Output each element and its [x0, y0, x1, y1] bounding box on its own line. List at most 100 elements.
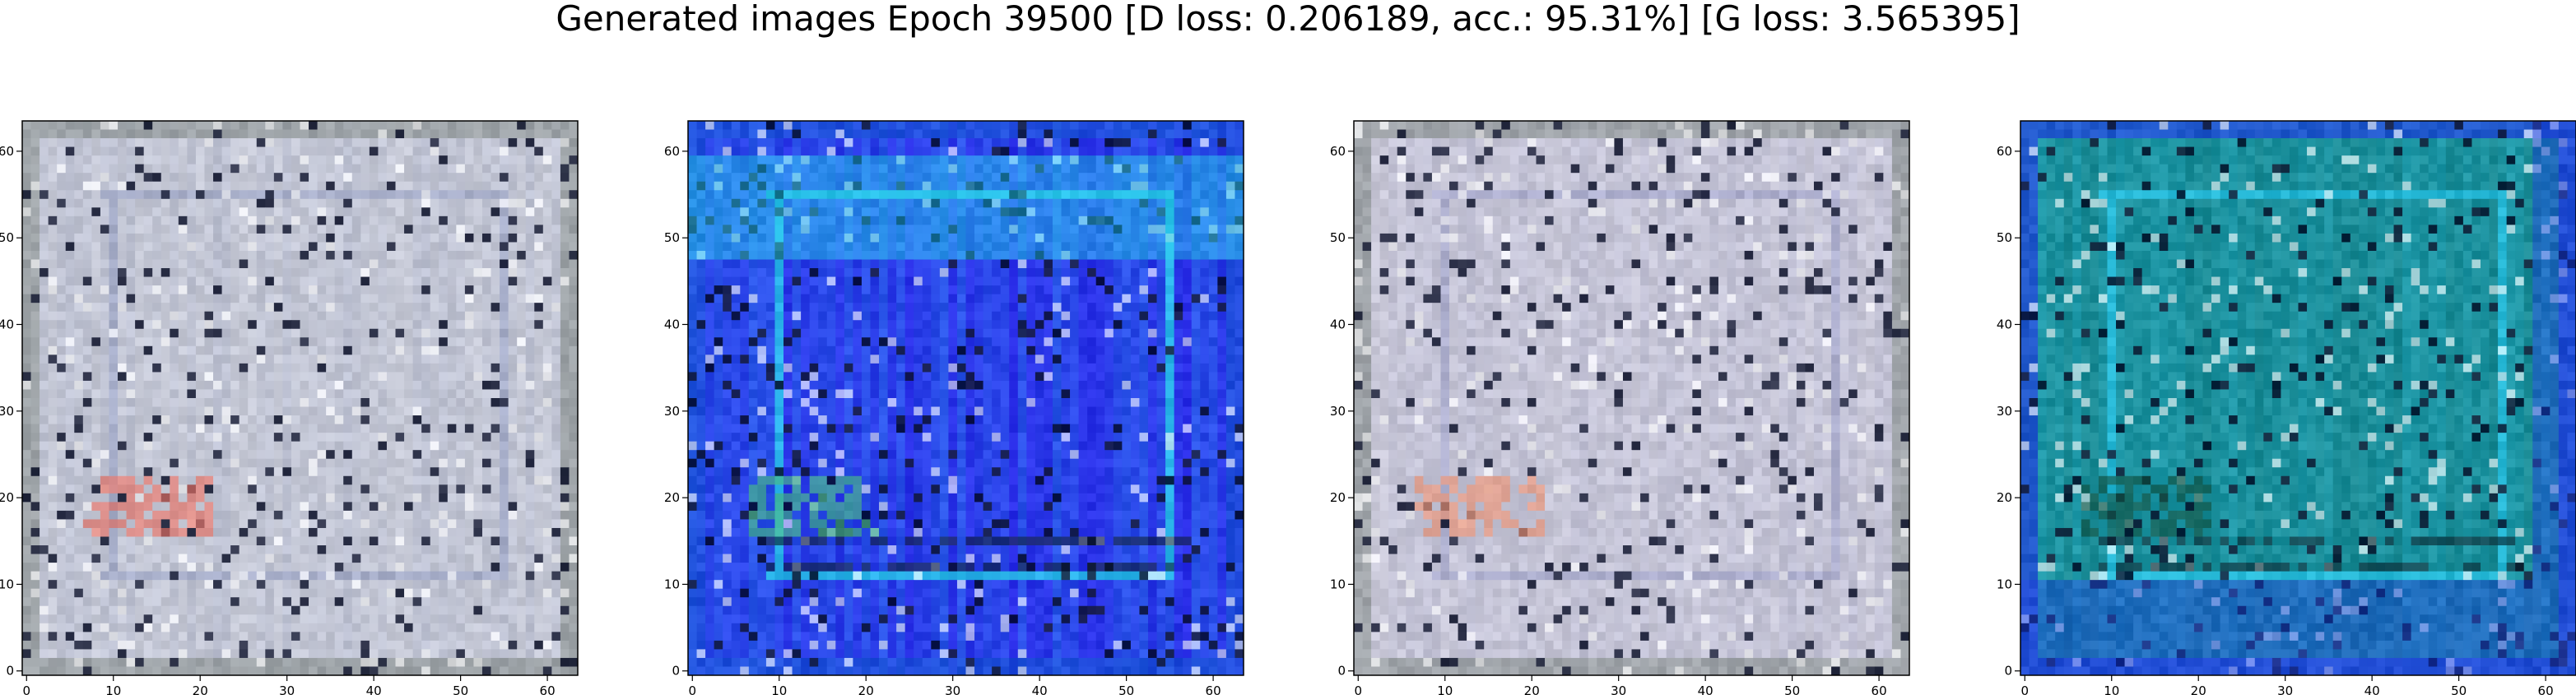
image-pixel	[508, 398, 518, 407]
image-pixel	[40, 441, 49, 451]
image-pixel	[143, 666, 153, 676]
image-pixel	[360, 484, 370, 494]
image-pixel	[439, 510, 449, 520]
image-pixel	[560, 173, 570, 183]
image-pixel	[317, 571, 327, 581]
image-pixel	[430, 354, 439, 364]
image-pixel	[560, 225, 570, 234]
image-pixel	[360, 138, 370, 147]
image-pixel	[74, 328, 84, 338]
image-pixel	[404, 259, 414, 269]
image-pixel	[343, 415, 353, 424]
image-pixel	[309, 354, 318, 364]
image-pixel	[430, 303, 439, 313]
image-pixel	[273, 121, 283, 130]
image-pixel	[248, 354, 258, 364]
image-pixel	[178, 554, 188, 563]
image-pixel	[404, 458, 414, 468]
image-pixel	[273, 138, 283, 147]
image-pixel	[160, 121, 170, 130]
image-pixel	[551, 129, 561, 139]
image-pixel	[343, 475, 353, 485]
image-pixel	[491, 510, 500, 520]
image-pixel	[534, 415, 544, 424]
image-pixel	[974, 173, 983, 183]
image-pixel	[126, 294, 136, 303]
image-pixel	[464, 354, 474, 364]
image-pixel	[40, 527, 49, 537]
image-pixel	[525, 328, 535, 338]
image-pixel	[230, 215, 240, 225]
image-pixel	[291, 475, 300, 485]
generated-image-1	[22, 121, 579, 676]
image-pixel	[1130, 164, 1140, 174]
image-pixel	[360, 303, 370, 313]
image-pixel	[40, 614, 49, 624]
image-pixel	[404, 389, 414, 399]
image-pixel	[1000, 207, 1010, 217]
image-pixel	[560, 389, 570, 399]
image-pixel	[22, 502, 31, 512]
image-pixel	[178, 155, 188, 165]
image-pixel	[360, 328, 370, 338]
image-pixel	[22, 328, 31, 338]
image-pixel	[82, 138, 92, 147]
image-pixel	[65, 320, 75, 330]
image-pixel	[22, 146, 31, 156]
image-pixel	[378, 181, 388, 191]
image-pixel	[91, 614, 101, 624]
image-pixel	[30, 406, 40, 416]
image-pixel	[473, 121, 483, 130]
image-pixel	[1017, 155, 1027, 165]
image-pixel	[395, 233, 405, 243]
image-pixel	[170, 415, 179, 424]
image-pixel	[1009, 190, 1019, 200]
image-pixel	[230, 337, 240, 347]
image-pixel	[491, 467, 500, 477]
image-pixel	[412, 450, 422, 460]
image-pixel	[939, 146, 949, 156]
image-pixel	[1130, 138, 1140, 147]
image-pixel	[143, 597, 153, 607]
image-pixel	[534, 233, 544, 243]
image-pixel	[300, 285, 309, 295]
image-pixel	[491, 493, 500, 503]
image-pixel	[256, 233, 266, 243]
image-pixel	[1070, 129, 1080, 139]
image-pixel	[300, 164, 309, 174]
image-pixel	[265, 597, 275, 607]
image-pixel	[1095, 138, 1105, 147]
image-pixel	[404, 467, 414, 477]
image-pixel	[351, 406, 361, 416]
image-pixel	[57, 433, 67, 442]
image-pixel	[569, 215, 579, 225]
image-pixel	[456, 493, 466, 503]
image-pixel	[135, 623, 145, 632]
image-pixel	[551, 502, 561, 512]
image-pixel	[534, 146, 544, 156]
image-pixel	[230, 311, 240, 321]
image-pixel	[282, 536, 292, 546]
image-pixel	[213, 657, 222, 667]
image-pixel	[705, 121, 715, 130]
image-pixel	[412, 580, 422, 590]
image-pixel	[65, 545, 75, 554]
image-pixel	[221, 276, 231, 286]
image-pixel	[126, 536, 136, 546]
image-pixel	[500, 640, 509, 650]
image-pixel	[118, 207, 127, 217]
image-pixel	[1156, 121, 1166, 130]
image-pixel	[887, 138, 897, 147]
image-pixel	[992, 129, 1002, 139]
image-pixel	[135, 563, 145, 572]
image-pixel	[118, 554, 127, 563]
image-pixel	[517, 510, 527, 520]
image-pixel	[57, 614, 67, 624]
image-pixel	[300, 215, 309, 225]
image-pixel	[152, 345, 162, 355]
image-pixel	[170, 623, 179, 632]
image-pixel	[30, 294, 40, 303]
image-pixel	[360, 475, 370, 485]
image-pixel	[326, 657, 336, 667]
image-pixel	[248, 450, 258, 460]
